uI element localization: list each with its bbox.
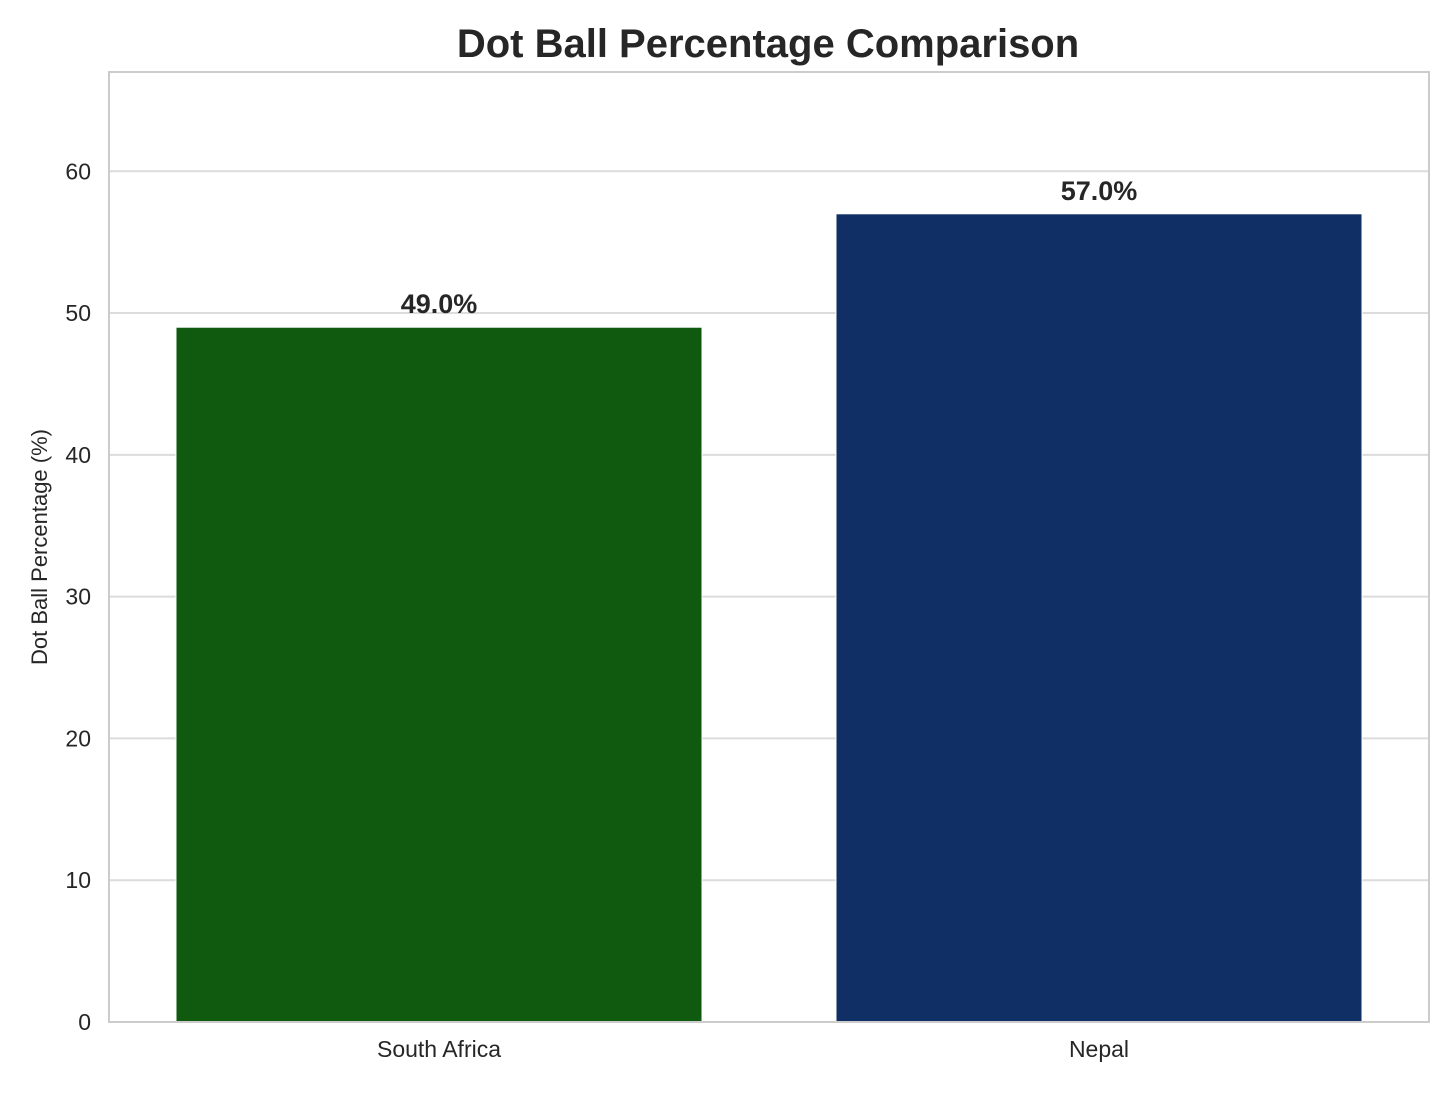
y-tick-label: 0 xyxy=(78,1009,91,1035)
y-axis-ticks: 0 10 20 30 40 50 60 xyxy=(65,158,91,1035)
y-tick-label: 40 xyxy=(65,442,91,468)
bars xyxy=(175,213,1363,1023)
y-tick-label: 60 xyxy=(65,158,91,184)
x-tick-label: South Africa xyxy=(377,1036,501,1062)
x-tick-label: Nepal xyxy=(1069,1036,1129,1062)
bar-nepal xyxy=(835,213,1363,1023)
bar-value-label: 57.0% xyxy=(1061,176,1138,206)
bar-value-label: 49.0% xyxy=(401,289,478,319)
x-axis-ticks: South Africa Nepal xyxy=(377,1036,1129,1062)
y-tick-label: 10 xyxy=(65,867,91,893)
bar-south-africa xyxy=(175,326,703,1023)
y-tick-label: 30 xyxy=(65,584,91,610)
chart-title: Dot Ball Percentage Comparison xyxy=(457,22,1079,66)
y-axis-label: Dot Ball Percentage (%) xyxy=(27,429,52,665)
plot-frame xyxy=(108,71,1430,1023)
y-tick-label: 50 xyxy=(65,300,91,326)
y-tick-label: 20 xyxy=(65,725,91,751)
data-labels: 49.0% 57.0% xyxy=(401,176,1138,319)
